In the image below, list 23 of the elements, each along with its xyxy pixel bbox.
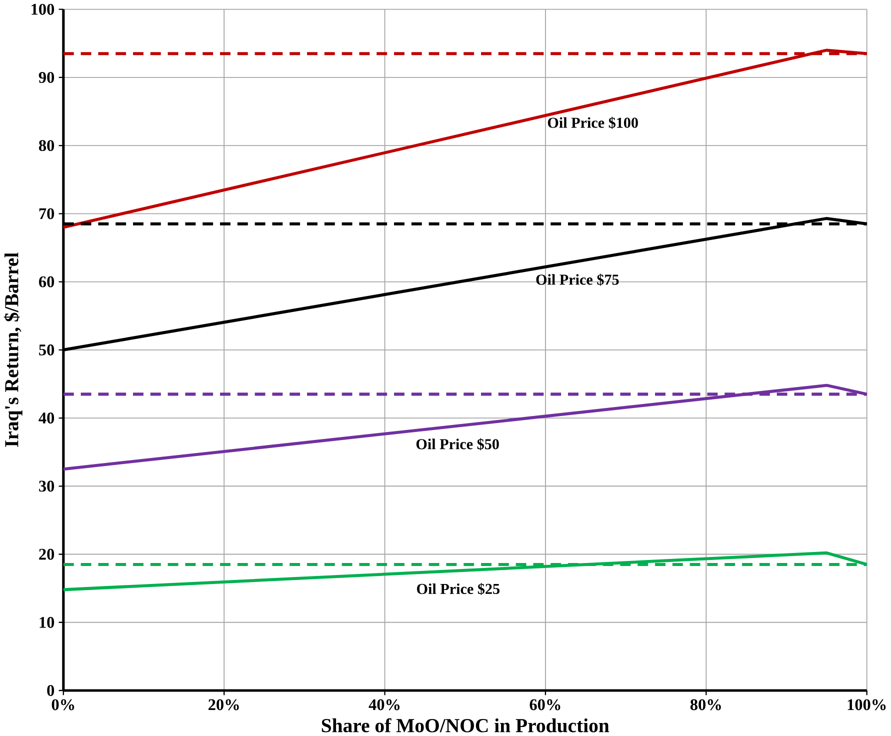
y-tick-label: 70 — [39, 208, 54, 220]
x-axis-title: Share of MoO/NOC in Production — [322, 718, 610, 732]
x-tick-label: 80% — [690, 699, 721, 710]
y-tick-label: 80 — [38, 140, 54, 151]
y-tick-label: 100 — [32, 4, 54, 15]
series-label: Oil Price $75 — [536, 274, 619, 286]
x-tick-label: 20% — [208, 699, 239, 710]
series-label: Oil Price $100 — [548, 116, 638, 129]
y-tick-label: 30 — [39, 480, 54, 492]
y-tick-label: 60 — [39, 276, 54, 288]
series-label: Oil Price $50 — [416, 438, 499, 450]
y-tick-label: 90 — [38, 72, 54, 83]
y-tick-label: 10 — [40, 616, 54, 628]
x-tick-label: 40% — [368, 699, 400, 710]
x-tick-label: 60% — [530, 699, 560, 710]
y-tick-label: 0 — [47, 684, 54, 696]
series-label: Oil Price $25 — [417, 582, 500, 595]
y-tick-label: 50 — [39, 344, 54, 356]
y-axis-title: Iraq's Return, $/Barrel — [4, 252, 22, 447]
y-tick-label: 20 — [39, 548, 54, 560]
x-tick-label: 100% — [848, 699, 886, 710]
x-tick-label: 0% — [52, 699, 74, 710]
y-tick-label: 40 — [38, 412, 54, 424]
